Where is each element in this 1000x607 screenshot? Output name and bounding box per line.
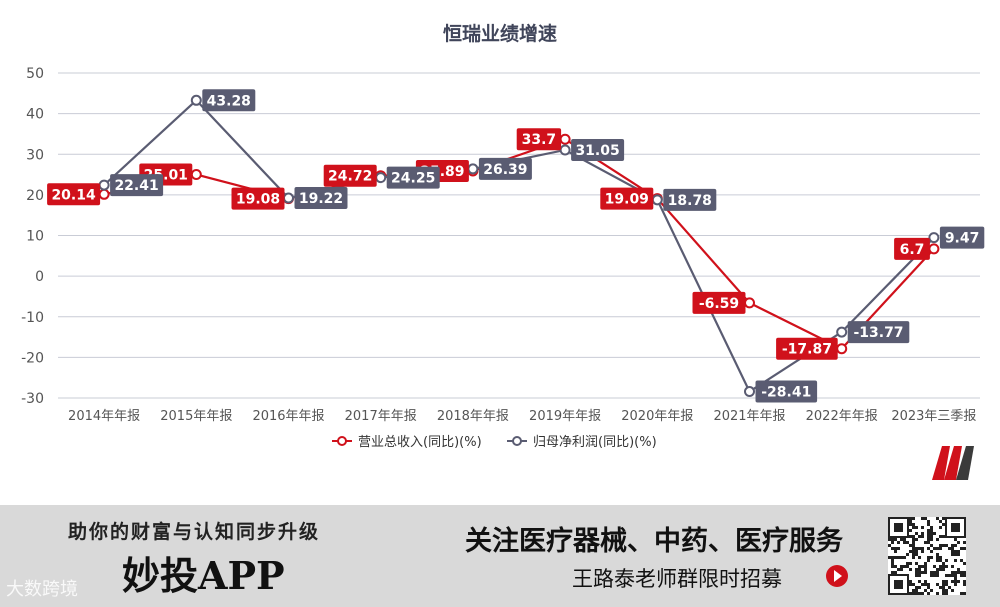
data-point[interactable] xyxy=(190,94,202,106)
y-tick-label: 10 xyxy=(26,229,44,245)
svg-text:24.72: 24.72 xyxy=(328,169,372,185)
data-label: -17.87 xyxy=(776,337,838,360)
svg-text:9.47: 9.47 xyxy=(945,231,980,247)
series-line xyxy=(103,138,935,351)
arrow-right-circle-icon[interactable] xyxy=(826,565,848,587)
x-tick-label: 2021年年报 xyxy=(713,409,785,424)
brand-logo-icon xyxy=(930,440,976,484)
y-tick-label: -10 xyxy=(21,310,44,326)
svg-text:20.14: 20.14 xyxy=(51,187,96,203)
x-tick-label: 2019年年报 xyxy=(529,409,601,424)
svg-text:归母净利润(同比)(%): 归母净利润(同比)(%) xyxy=(533,435,657,450)
data-point[interactable] xyxy=(559,133,571,145)
data-label: 19.08 xyxy=(231,187,285,210)
svg-text:-6.59: -6.59 xyxy=(699,296,739,312)
data-label: 24.25 xyxy=(386,166,440,189)
svg-text:-17.87: -17.87 xyxy=(782,342,832,358)
data-label: -6.59 xyxy=(692,291,746,314)
data-point[interactable] xyxy=(559,144,571,156)
data-label: 24.72 xyxy=(323,164,377,187)
x-tick-label: 2022年年报 xyxy=(806,409,878,424)
data-point[interactable] xyxy=(928,243,940,255)
svg-text:19.08: 19.08 xyxy=(236,192,280,208)
data-label: 20.14 xyxy=(47,183,101,206)
data-label: 22.41 xyxy=(110,174,164,197)
y-tick-label: -30 xyxy=(21,391,44,407)
x-tick-label: 2018年年报 xyxy=(437,409,509,424)
y-tick-label: 20 xyxy=(26,188,44,204)
svg-text:31.05: 31.05 xyxy=(575,143,619,159)
svg-text:19.22: 19.22 xyxy=(299,191,343,207)
data-point[interactable] xyxy=(467,163,479,175)
data-point[interactable] xyxy=(744,386,755,398)
legend-item[interactable]: 营业总收入(同比)(%) xyxy=(332,435,482,450)
data-label: 31.05 xyxy=(571,138,625,161)
y-tick-label: 30 xyxy=(26,147,44,163)
x-tick-label: 2020年年报 xyxy=(621,409,693,424)
data-point[interactable] xyxy=(836,326,848,338)
data-label: 6.7 xyxy=(894,237,930,260)
svg-text:24.25: 24.25 xyxy=(391,171,435,187)
svg-text:-28.41: -28.41 xyxy=(761,385,811,401)
data-point[interactable] xyxy=(98,188,110,200)
data-point[interactable] xyxy=(744,297,755,309)
data-label: -28.41 xyxy=(755,380,818,403)
svg-text:22.41: 22.41 xyxy=(114,178,158,194)
banner-teacher[interactable]: 王路泰老师群限时招募 xyxy=(572,567,782,591)
y-tick-label: -20 xyxy=(21,350,44,366)
x-tick-label: 2023年三季报 xyxy=(891,409,976,424)
chart: 恒瑞业绩增速 -30 -20 -10 0 10 20 30 40 50 2014年年报 2015年… xyxy=(21,22,985,450)
data-label: 19.09 xyxy=(600,187,654,210)
qr-code-icon xyxy=(888,517,966,595)
svg-text:6.7: 6.7 xyxy=(900,242,925,258)
data-point[interactable] xyxy=(375,172,387,184)
x-tick-label: 2014年年报 xyxy=(68,409,140,424)
svg-text:-13.77: -13.77 xyxy=(853,325,903,341)
legend-item[interactable]: 归母净利润(同比)(%) xyxy=(507,435,657,450)
data-point[interactable] xyxy=(928,232,940,244)
data-label: -13.77 xyxy=(847,321,910,344)
data-label: 26.39 xyxy=(478,157,532,180)
y-tick-label: 50 xyxy=(26,66,44,82)
x-tick-label: 2016年年报 xyxy=(252,409,324,424)
x-tick-label: 2017年年报 xyxy=(345,409,417,424)
data-label: 19.22 xyxy=(294,187,348,210)
x-tick-label: 2015年年报 xyxy=(160,409,232,424)
data-point[interactable] xyxy=(190,169,202,181)
data-label: 43.28 xyxy=(202,89,256,112)
data-point[interactable] xyxy=(98,179,110,191)
app-name: 妙投APP xyxy=(122,553,285,598)
chart-title: 恒瑞业绩增速 xyxy=(443,22,557,45)
svg-text:26.39: 26.39 xyxy=(483,162,527,178)
data-label: 18.78 xyxy=(663,188,717,211)
banner-slogan: 助你的财富与认知同步升级 xyxy=(68,521,321,543)
svg-text:33.7: 33.7 xyxy=(522,132,557,148)
svg-text:营业总收入(同比)(%): 营业总收入(同比)(%) xyxy=(358,435,482,450)
data-point[interactable] xyxy=(836,343,848,355)
banner-topic: 关注医疗器械、中药、医疗服务 xyxy=(465,526,843,557)
y-tick-label: 0 xyxy=(35,269,44,285)
promo-banner: 助你的财富与认知同步升级 妙投APP 大数跨境 关注医疗器械、中药、医疗服务 王… xyxy=(0,505,1000,607)
watermark: 大数跨境 xyxy=(6,579,78,600)
y-tick-label: 40 xyxy=(26,107,44,123)
svg-text:19.09: 19.09 xyxy=(605,192,649,208)
data-label: 9.47 xyxy=(939,226,985,249)
svg-text:18.78: 18.78 xyxy=(668,193,712,209)
data-label: 33.7 xyxy=(516,128,562,151)
data-point[interactable] xyxy=(283,192,294,204)
data-point[interactable] xyxy=(651,194,663,206)
svg-text:43.28: 43.28 xyxy=(207,93,251,109)
